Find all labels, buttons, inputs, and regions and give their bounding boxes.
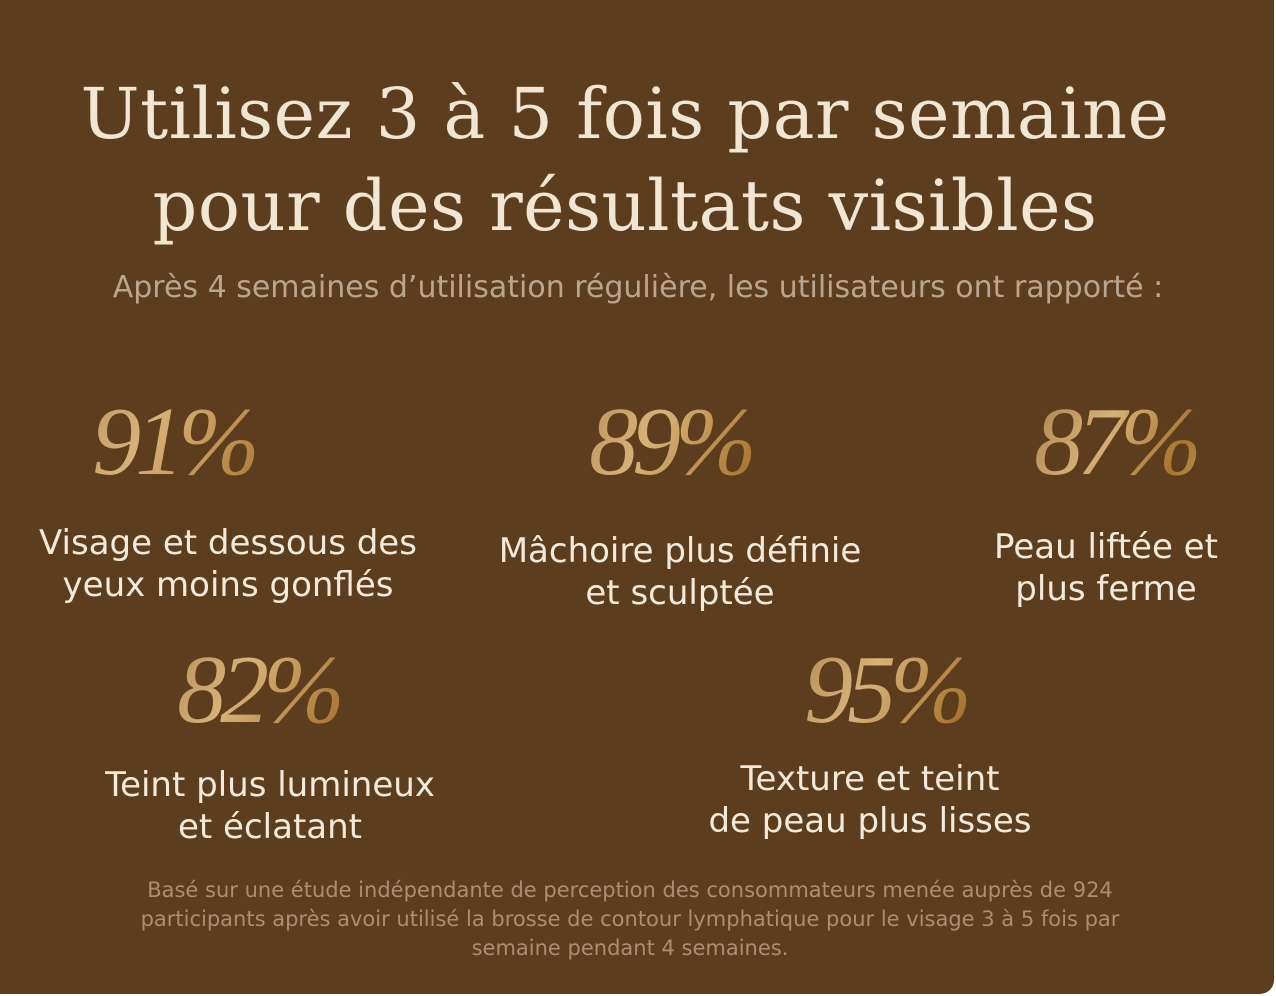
stat-label: Visage et dessous des yeux moins gonflés [0, 522, 456, 606]
stat-label-line: Teint plus lumineux [105, 765, 435, 805]
footnote: Basé sur une étude indépendante de perce… [30, 876, 1230, 963]
stat-label-line: yeux moins gonflés [62, 565, 394, 605]
stat-label-line: de peau plus lisses [708, 801, 1032, 841]
stat-percent: 82% [36, 640, 480, 740]
subtitle: Après 4 semaines d’utilisation régulière… [112, 270, 1164, 305]
stat-label-line: Mâchoire plus définie [498, 531, 862, 571]
stat-label: Teint plus lumineux et éclatant [60, 764, 480, 848]
stat-label: Peau liftée et plus ferme [950, 526, 1262, 610]
stat-percent: 87% [968, 392, 1262, 492]
stat-label-line: et éclatant [178, 807, 362, 847]
headline-line-1: Utilisez 3 à 5 fois par semaine [80, 73, 1170, 155]
stat-label-line: et sculptée [585, 573, 775, 613]
headline-line-2: pour des résultats visibles [152, 165, 1098, 247]
stat-89: 89% Mâchoire plus définie et sculptée [470, 392, 890, 614]
stat-82: 82% Teint plus lumineux et éclatant [60, 640, 480, 848]
stat-label: Texture et teint de peau plus lisses [660, 758, 1080, 842]
footnote-line: Basé sur une étude indépendante de perce… [147, 878, 1113, 902]
footnote-line: semaine pendant 4 semaines. [471, 936, 789, 960]
footnote-line: participants après avoir utilisé la bros… [140, 907, 1120, 931]
stat-percent: 89% [450, 392, 890, 492]
headline: Utilisez 3 à 5 fois par semaine pour des… [0, 68, 1250, 252]
stat-87: 87% Peau liftée et plus ferme [950, 392, 1262, 610]
stat-label-line: plus ferme [1015, 569, 1197, 609]
stat-91: 91% Visage et dessous des yeux moins gon… [0, 392, 456, 606]
stat-label-line: Visage et dessous des [39, 523, 417, 563]
stat-95: 95% Texture et teint de peau plus lisses [660, 640, 1080, 842]
stat-label-line: Peau liftée et [994, 527, 1218, 567]
stat-label-line: Texture et teint [740, 759, 1000, 799]
stat-percent: 95% [690, 640, 1080, 740]
stat-label: Mâchoire plus définie et sculptée [470, 530, 890, 614]
stat-percent: 91% [0, 392, 456, 492]
